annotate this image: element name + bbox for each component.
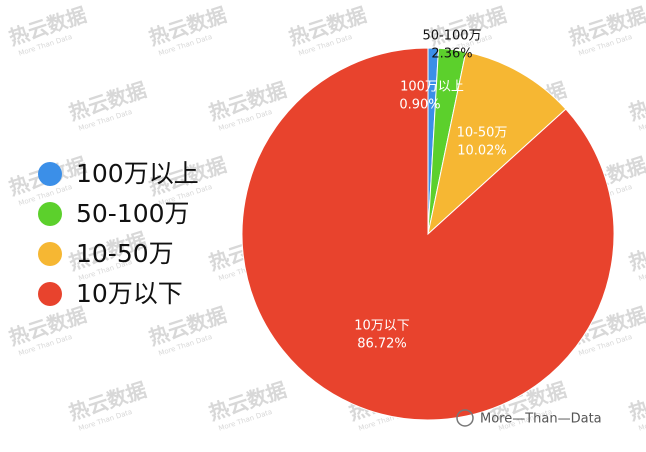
wechat-icon	[456, 409, 474, 427]
source: More—Than—Data	[480, 412, 602, 427]
data-label-value: 10.02%	[457, 144, 507, 159]
data-label-name: 50-100万	[422, 29, 481, 44]
legend-swatch	[38, 202, 62, 226]
watermark-text: 热云数据	[626, 77, 646, 125]
legend-label: 50-100万	[76, 199, 190, 228]
legend-label: 100万以上	[76, 159, 199, 188]
legend-label: 10-50万	[76, 239, 174, 268]
data-label-name: 100万以上	[400, 80, 464, 95]
legend-swatch	[38, 242, 62, 266]
data-label-value: 0.90%	[399, 98, 440, 113]
watermark-text: 热云数据	[626, 227, 646, 275]
pie-slice	[427, 51, 567, 236]
data-label-value: 2.36%	[431, 47, 472, 62]
data-label-name: 10万以下	[354, 319, 410, 334]
legend-label: 10万以下	[76, 279, 183, 308]
legend: 100万以上 50-100万 10-50万 10万以下	[38, 159, 199, 308]
watermark-text: 热云数据	[626, 377, 646, 425]
legend-swatch	[38, 282, 62, 306]
legend-swatch	[38, 162, 62, 186]
overlay: More—Than—Data	[456, 409, 602, 427]
data-label-name: 10-50万	[457, 126, 508, 141]
pie: 100万以上 0.90% 50-100万 2.36% 10-50万 10.02% 10万以下…	[241, 29, 615, 421]
data-label-value: 86.72%	[357, 337, 407, 352]
pie-slice	[241, 47, 615, 421]
